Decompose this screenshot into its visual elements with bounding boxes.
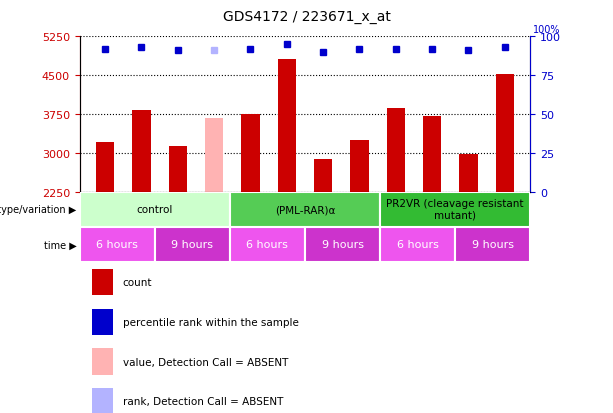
Bar xyxy=(455,227,530,262)
Bar xyxy=(96,143,114,192)
Text: PR2VR (cleavage resistant
mutant): PR2VR (cleavage resistant mutant) xyxy=(386,199,524,221)
Bar xyxy=(230,192,380,227)
Bar xyxy=(132,111,151,192)
Text: 9 hours: 9 hours xyxy=(171,240,213,250)
Bar xyxy=(92,269,113,296)
Bar xyxy=(380,227,455,262)
Bar xyxy=(92,309,113,335)
Bar xyxy=(205,118,223,192)
Text: value, Detection Call = ABSENT: value, Detection Call = ABSENT xyxy=(123,357,288,367)
Bar xyxy=(459,154,478,192)
Text: 9 hours: 9 hours xyxy=(471,240,514,250)
Text: rank, Detection Call = ABSENT: rank, Detection Call = ABSENT xyxy=(123,396,283,406)
Text: 6 hours: 6 hours xyxy=(246,240,288,250)
Text: time ▶: time ▶ xyxy=(44,240,77,250)
Text: 6 hours: 6 hours xyxy=(397,240,438,250)
Bar xyxy=(423,117,441,192)
Bar xyxy=(305,227,380,262)
Bar xyxy=(169,147,187,192)
Text: count: count xyxy=(123,278,152,287)
Text: genotype/variation ▶: genotype/variation ▶ xyxy=(0,204,77,215)
Bar xyxy=(351,141,368,192)
Bar xyxy=(154,227,230,262)
Bar xyxy=(92,349,113,375)
Text: 9 hours: 9 hours xyxy=(321,240,364,250)
Bar xyxy=(92,388,113,413)
Bar xyxy=(230,227,305,262)
Bar xyxy=(80,227,154,262)
Bar xyxy=(80,192,230,227)
Bar xyxy=(387,109,405,192)
Text: 100%: 100% xyxy=(533,25,561,35)
Bar xyxy=(380,192,530,227)
Bar xyxy=(496,75,514,192)
Bar xyxy=(314,160,332,192)
Text: percentile rank within the sample: percentile rank within the sample xyxy=(123,317,299,327)
Text: 6 hours: 6 hours xyxy=(96,240,138,250)
Bar xyxy=(278,59,296,192)
Bar xyxy=(242,115,259,192)
Text: GDS4172 / 223671_x_at: GDS4172 / 223671_x_at xyxy=(223,10,390,24)
Text: (PML-RAR)α: (PML-RAR)α xyxy=(275,204,335,215)
Text: control: control xyxy=(137,204,173,215)
